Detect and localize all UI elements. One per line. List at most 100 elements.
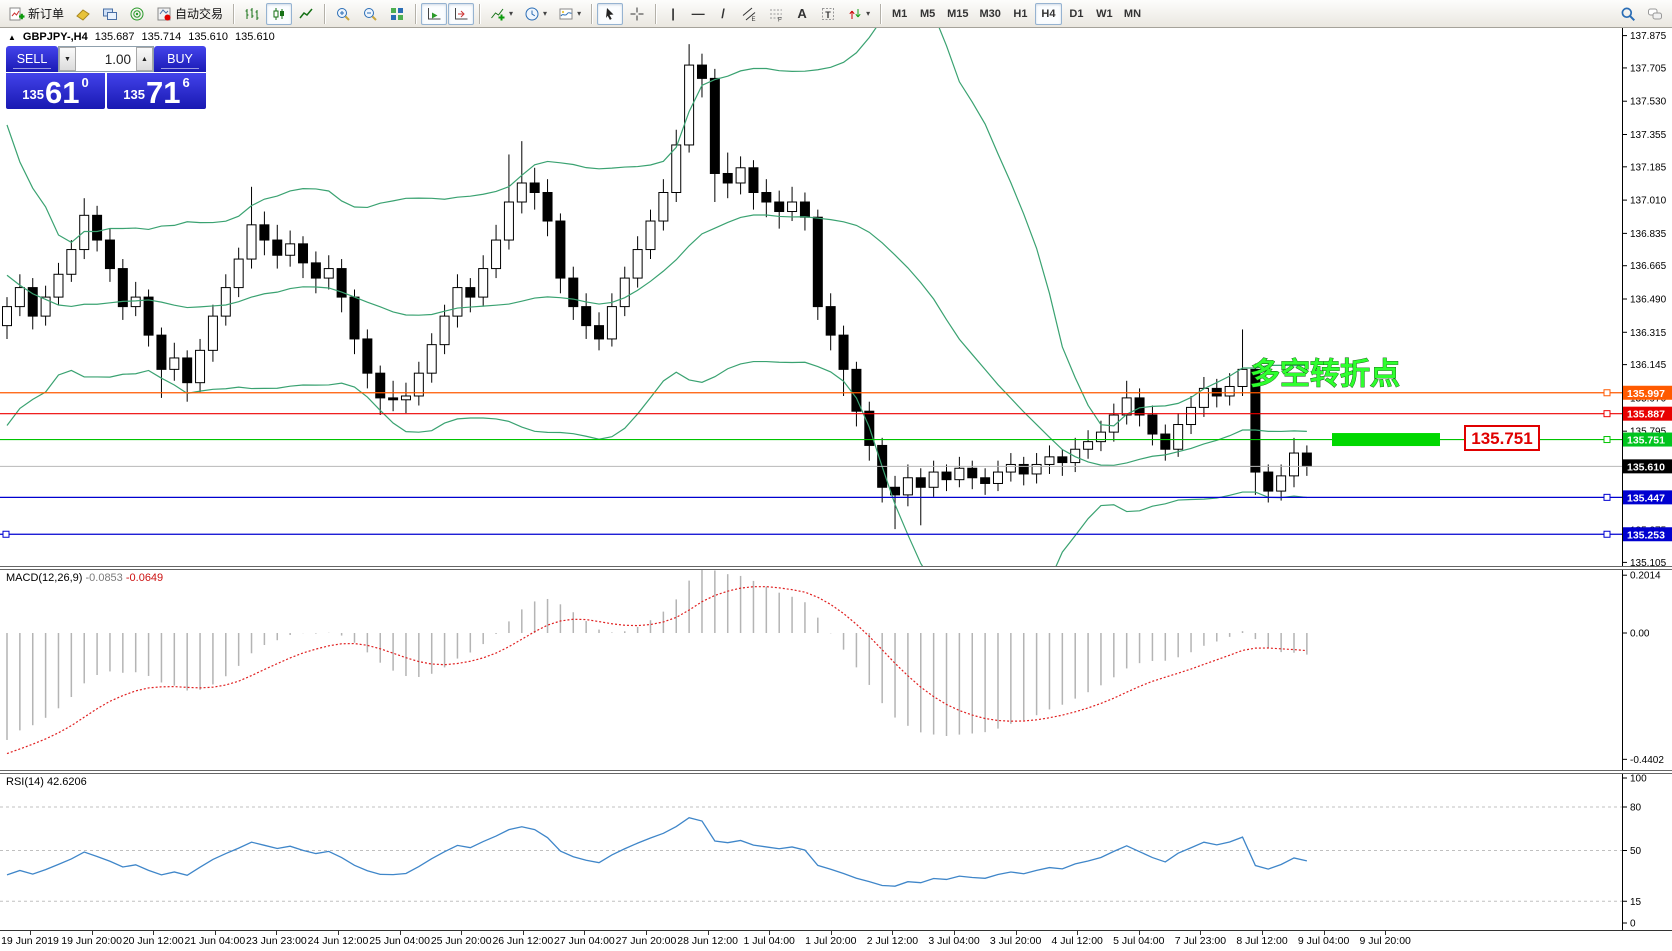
search-button[interactable] <box>1615 3 1641 25</box>
buy-button[interactable]: BUY <box>154 46 206 72</box>
candle-up <box>478 268 489 298</box>
timeframe-m15[interactable]: M15 <box>942 3 973 25</box>
time-tick <box>584 931 586 935</box>
periods-dropdown[interactable]: ▾ <box>519 3 552 25</box>
price-tag-box[interactable] <box>1464 425 1540 451</box>
horizontal-line-button[interactable]: — <box>686 3 710 25</box>
time-tick <box>707 931 709 935</box>
periods-icon <box>524 6 540 22</box>
timeframe-d1[interactable]: D1 <box>1063 3 1090 25</box>
toolbar-separator <box>415 3 417 24</box>
market-watch-icon[interactable] <box>70 3 96 25</box>
price-badge-text: 135.887 <box>1627 409 1665 421</box>
candle-down <box>555 220 566 279</box>
price-axis[interactable]: 137.875 137.705 137.530 137.355 137.185 137.0… <box>1622 31 1667 566</box>
time-tick <box>399 931 401 935</box>
timeframe-h1[interactable]: H1 <box>1007 3 1034 25</box>
candle-down <box>27 287 38 317</box>
time-label: 19 Jun 2019 <box>1 935 59 947</box>
time-tick <box>91 931 93 935</box>
line-chart-button[interactable] <box>293 3 319 25</box>
svg-text:137.185: 137.185 <box>1630 162 1667 173</box>
volume-input[interactable] <box>76 47 136 71</box>
timeframe-m1[interactable]: M1 <box>886 3 913 25</box>
timeframe-h4[interactable]: H4 <box>1034 2 1062 25</box>
time-tick <box>522 931 524 935</box>
new-order-icon <box>9 6 25 22</box>
timeframe-m30[interactable]: M30 <box>975 3 1006 25</box>
text-label-icon <box>820 6 836 22</box>
zoom-out-button[interactable] <box>357 3 383 25</box>
new-order-button[interactable]: 新订单 <box>4 3 69 25</box>
chart-shift-button[interactable] <box>448 2 475 25</box>
arrows-dropdown[interactable]: ▾ <box>842 3 875 25</box>
templates-dropdown[interactable]: ▾ <box>553 3 586 25</box>
line-handle[interactable] <box>2 530 10 538</box>
macd-panel[interactable]: 0.2014 0.00 -0.4402 <box>0 570 1672 770</box>
timeframe-m5[interactable]: M5 <box>914 3 941 25</box>
rsi-panel[interactable]: 100 80 50 15 0 <box>0 774 1672 930</box>
line-handle[interactable] <box>1603 436 1611 444</box>
svg-text:135.105: 135.105 <box>1630 558 1667 566</box>
panel-divider-macd[interactable] <box>0 566 1672 570</box>
trendline-button[interactable]: / <box>711 3 735 25</box>
line-handle[interactable] <box>1603 493 1611 501</box>
cursor-button[interactable] <box>597 2 624 25</box>
candle-up <box>426 344 437 374</box>
autotrading-button[interactable]: 自动交易 <box>151 3 228 25</box>
candle-up <box>40 296 51 317</box>
time-tick <box>1015 931 1017 935</box>
candlestick-chart-button[interactable] <box>266 2 293 25</box>
text-label-button[interactable] <box>815 3 841 25</box>
time-label: 24 Jun 12:00 <box>307 935 369 947</box>
panel-divider-rsi[interactable] <box>0 770 1672 774</box>
text-button[interactable]: A <box>790 3 814 25</box>
timeframe-mn[interactable]: MN <box>1119 3 1146 25</box>
timeframe-d1-label: D1 <box>1069 7 1084 20</box>
time-axis[interactable]: 19 Jun 2019 19 Jun 20:00 20 Jun 12:00 21 Ju… <box>0 930 1672 951</box>
svg-text:136.315: 136.315 <box>1630 328 1667 339</box>
signals-icon[interactable] <box>124 3 150 25</box>
auto-scroll-button[interactable] <box>421 2 448 25</box>
navigator-icon[interactable] <box>97 3 123 25</box>
svg-text:137.530: 137.530 <box>1630 97 1667 108</box>
timeframe-w1[interactable]: W1 <box>1091 3 1118 25</box>
candle-up <box>902 477 913 496</box>
quote-low: 135.610 <box>188 31 229 43</box>
volume-increase-button[interactable]: ▲ <box>136 47 153 71</box>
line-handle[interactable] <box>1603 530 1611 538</box>
main-chart[interactable]: 137.875 137.705 137.530 137.355 137.185 137.0… <box>0 28 1672 566</box>
fibonacci-icon <box>768 6 784 22</box>
svg-text:0.2014: 0.2014 <box>1630 571 1661 582</box>
quote-direction-icon: ▲ <box>8 32 16 42</box>
text-button-glyph: A <box>797 5 807 21</box>
market-watch-icon-icon <box>75 6 91 22</box>
fibonacci-button[interactable] <box>763 3 789 25</box>
candle-down <box>310 262 321 279</box>
line-handle[interactable] <box>1603 410 1611 418</box>
equidistant-channel-button[interactable] <box>736 3 762 25</box>
annotation-text[interactable]: 多空转折点 <box>1250 358 1401 392</box>
crosshair-button[interactable] <box>624 3 650 25</box>
candle-down <box>722 172 733 184</box>
chat-button[interactable] <box>1642 3 1668 25</box>
indicators-dropdown[interactable]: ▾ <box>485 3 518 25</box>
candle-up <box>323 268 334 279</box>
volume-stepper: ▼ ▲ <box>58 46 154 72</box>
volume-decrease-button[interactable]: ▼ <box>59 47 76 71</box>
sell-price[interactable]: 135 61 0 <box>6 73 105 109</box>
zoom-in-button[interactable] <box>330 3 356 25</box>
line-handle[interactable] <box>1603 389 1611 397</box>
buy-price[interactable]: 135 71 6 <box>107 73 206 109</box>
candle-down <box>748 167 759 193</box>
bar-chart-button[interactable] <box>239 3 265 25</box>
time-label: 1 Jul 20:00 <box>805 935 857 947</box>
candle-down <box>375 372 386 399</box>
tile-windows-button[interactable] <box>384 3 410 25</box>
vertical-line-button[interactable]: | <box>661 3 685 25</box>
time-label: 5 Jul 04:00 <box>1113 935 1165 947</box>
highlight-bar[interactable] <box>1332 433 1440 447</box>
sell-button[interactable]: SELL <box>6 46 58 72</box>
candle-up <box>503 201 514 241</box>
time-label: 3 Jul 04:00 <box>928 935 980 947</box>
